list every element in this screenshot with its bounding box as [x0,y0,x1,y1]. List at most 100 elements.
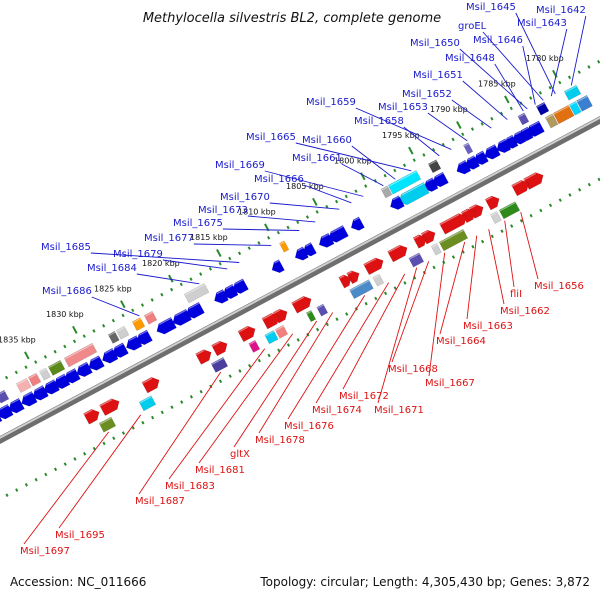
gene-label[interactable]: Msil_1673 [198,205,248,216]
bottom-strand-gene-alt [248,339,261,353]
bottom-strand-gene-alt-shine [306,310,312,315]
gene-label[interactable]: Msil_1659 [306,97,356,108]
top-strand-gene-shine [401,182,425,196]
gene-label[interactable]: Msil_1667 [425,378,475,389]
top-strand-gene-shine [139,330,148,336]
top-strand-gene-shine [11,398,20,404]
gene-label[interactable]: Msil_1672 [339,391,389,402]
top-strand-gene-alt-shine [381,186,389,191]
leader-line [482,31,544,101]
leader-line [550,28,568,97]
tick-mark [168,274,174,283]
gene-label[interactable]: Msil_1686 [42,286,92,297]
leader-line [287,295,366,420]
gene-label[interactable]: Msil_1642 [536,5,586,16]
top-strand-gene-alt [0,389,10,404]
top-strand-gene-shine [321,233,330,239]
gene-label[interactable]: Msil_1662 [500,306,550,317]
gene-label[interactable]: Msil_1663 [463,321,513,332]
gene-label[interactable]: Msil_1666 [254,174,304,185]
top-strand-gene [43,379,61,395]
tick-mark [456,121,462,130]
top-strand-gene-alt [380,185,393,199]
top-strand-gene-alt-shine [116,326,125,332]
gene-label[interactable]: Msil_1650 [410,38,460,49]
bottom-strand-gene-alt-shine [211,357,224,366]
gene-label[interactable]: Msil_1671 [374,405,424,416]
top-strand-gene-alt-shine [564,85,577,93]
tick-label: 1835 kbp [0,336,36,345]
bottom-strand-gene-alt-shine [499,201,516,212]
gene-label[interactable]: Msil_1678 [255,435,305,446]
bottom-strand-gene [99,398,120,417]
leader-line [222,228,300,231]
top-strand-gene-alt [47,359,66,376]
top-strand-gene-shine [23,391,33,398]
leader-line [342,273,406,390]
dotted-track-lines [0,59,600,501]
genome-backbone [0,116,600,444]
gene-label[interactable]: Msil_1645 [466,2,516,13]
top-strand-gene-alt-shine [132,317,141,324]
top-strand-gene-alt-shine [463,143,469,147]
top-strand-gene [484,143,501,160]
top-strand-gene-alt-shine [428,160,437,166]
top-strand-gene-alt-shine [0,390,5,395]
gene-label[interactable]: Msil_1687 [135,496,185,507]
bottom-strand-gene-shine [262,313,273,320]
gene-label[interactable]: Msil_1665 [246,132,296,143]
gene-label[interactable]: Msil_1661 [292,153,342,164]
bottom-strand-gene-shine [83,409,93,415]
gene-label[interactable]: Msil_1646 [473,35,523,46]
gene-label[interactable]: Msil_1648 [445,53,495,64]
top-strand-gene-alt [38,367,51,381]
gene-label[interactable]: Msil_1668 [388,364,438,375]
gene-label[interactable]: Msil_1652 [402,89,452,100]
gene-label[interactable]: Msil_1697 [20,546,70,557]
gene-label[interactable]: Msil_1677 [144,233,194,244]
gene-label[interactable]: Msil_1669 [215,160,265,171]
gene-label[interactable]: Msil_1679 [113,249,163,260]
gene-label[interactable]: Msil_1664 [436,336,486,347]
tick-label: 1785 kbp [478,80,516,89]
top-strand-gene-shine [104,348,114,354]
leader-line [466,235,478,320]
bottom-strand-gene [439,213,467,235]
gene-label[interactable]: Msil_1653 [378,102,428,113]
gene-label[interactable]: Msil_1656 [534,281,584,292]
gene-label[interactable]: groEL [458,21,487,32]
bottom-dotted-line [0,177,600,501]
gene-label[interactable]: Msil_1658 [354,116,404,127]
gene-label[interactable]: Msil_1670 [220,192,270,203]
tick-label: 1825 kbp [94,284,132,293]
gene-label[interactable]: gltX [230,449,250,460]
gene-label[interactable]: Msil_1675 [173,218,223,229]
gene-label[interactable]: Msil_1676 [284,421,334,432]
bottom-strand-gene-alt-shine [439,229,464,244]
gene-label[interactable]: Msil_1681 [195,465,245,476]
backbone-highlight [0,116,600,439]
bottom-strand-gene-shine [523,172,537,181]
leader-line [138,371,222,495]
gene-label[interactable]: Msil_1683 [165,481,215,492]
bottom-strand-gene [460,208,476,224]
top-strand-gene [294,246,309,261]
top-dotted-line [0,59,600,383]
top-strand-gene [552,104,575,125]
bottom-strand-gene-shine [211,341,221,347]
tick-label: 1790 kbp [430,105,468,114]
gene-label[interactable]: Msil_1684 [87,263,137,274]
top-strand-gene-alt-shine [279,241,285,245]
gene-label[interactable]: Msil_1660 [302,135,352,146]
top-strand-gene-alt [517,112,530,126]
gene-label[interactable]: Msil_1651 [413,70,463,81]
top-strand-gene-shine [507,135,514,140]
gene-label[interactable]: fliI [510,289,522,300]
gene-label[interactable]: Msil_1685 [41,242,91,253]
gene-label[interactable]: Msil_1643 [517,18,567,29]
leader-line [303,184,352,204]
tick-mark [408,146,414,155]
top-strand-gene [318,232,335,248]
gene-label[interactable]: Msil_1674 [312,405,362,416]
gene-label[interactable]: Msil_1695 [55,530,105,541]
